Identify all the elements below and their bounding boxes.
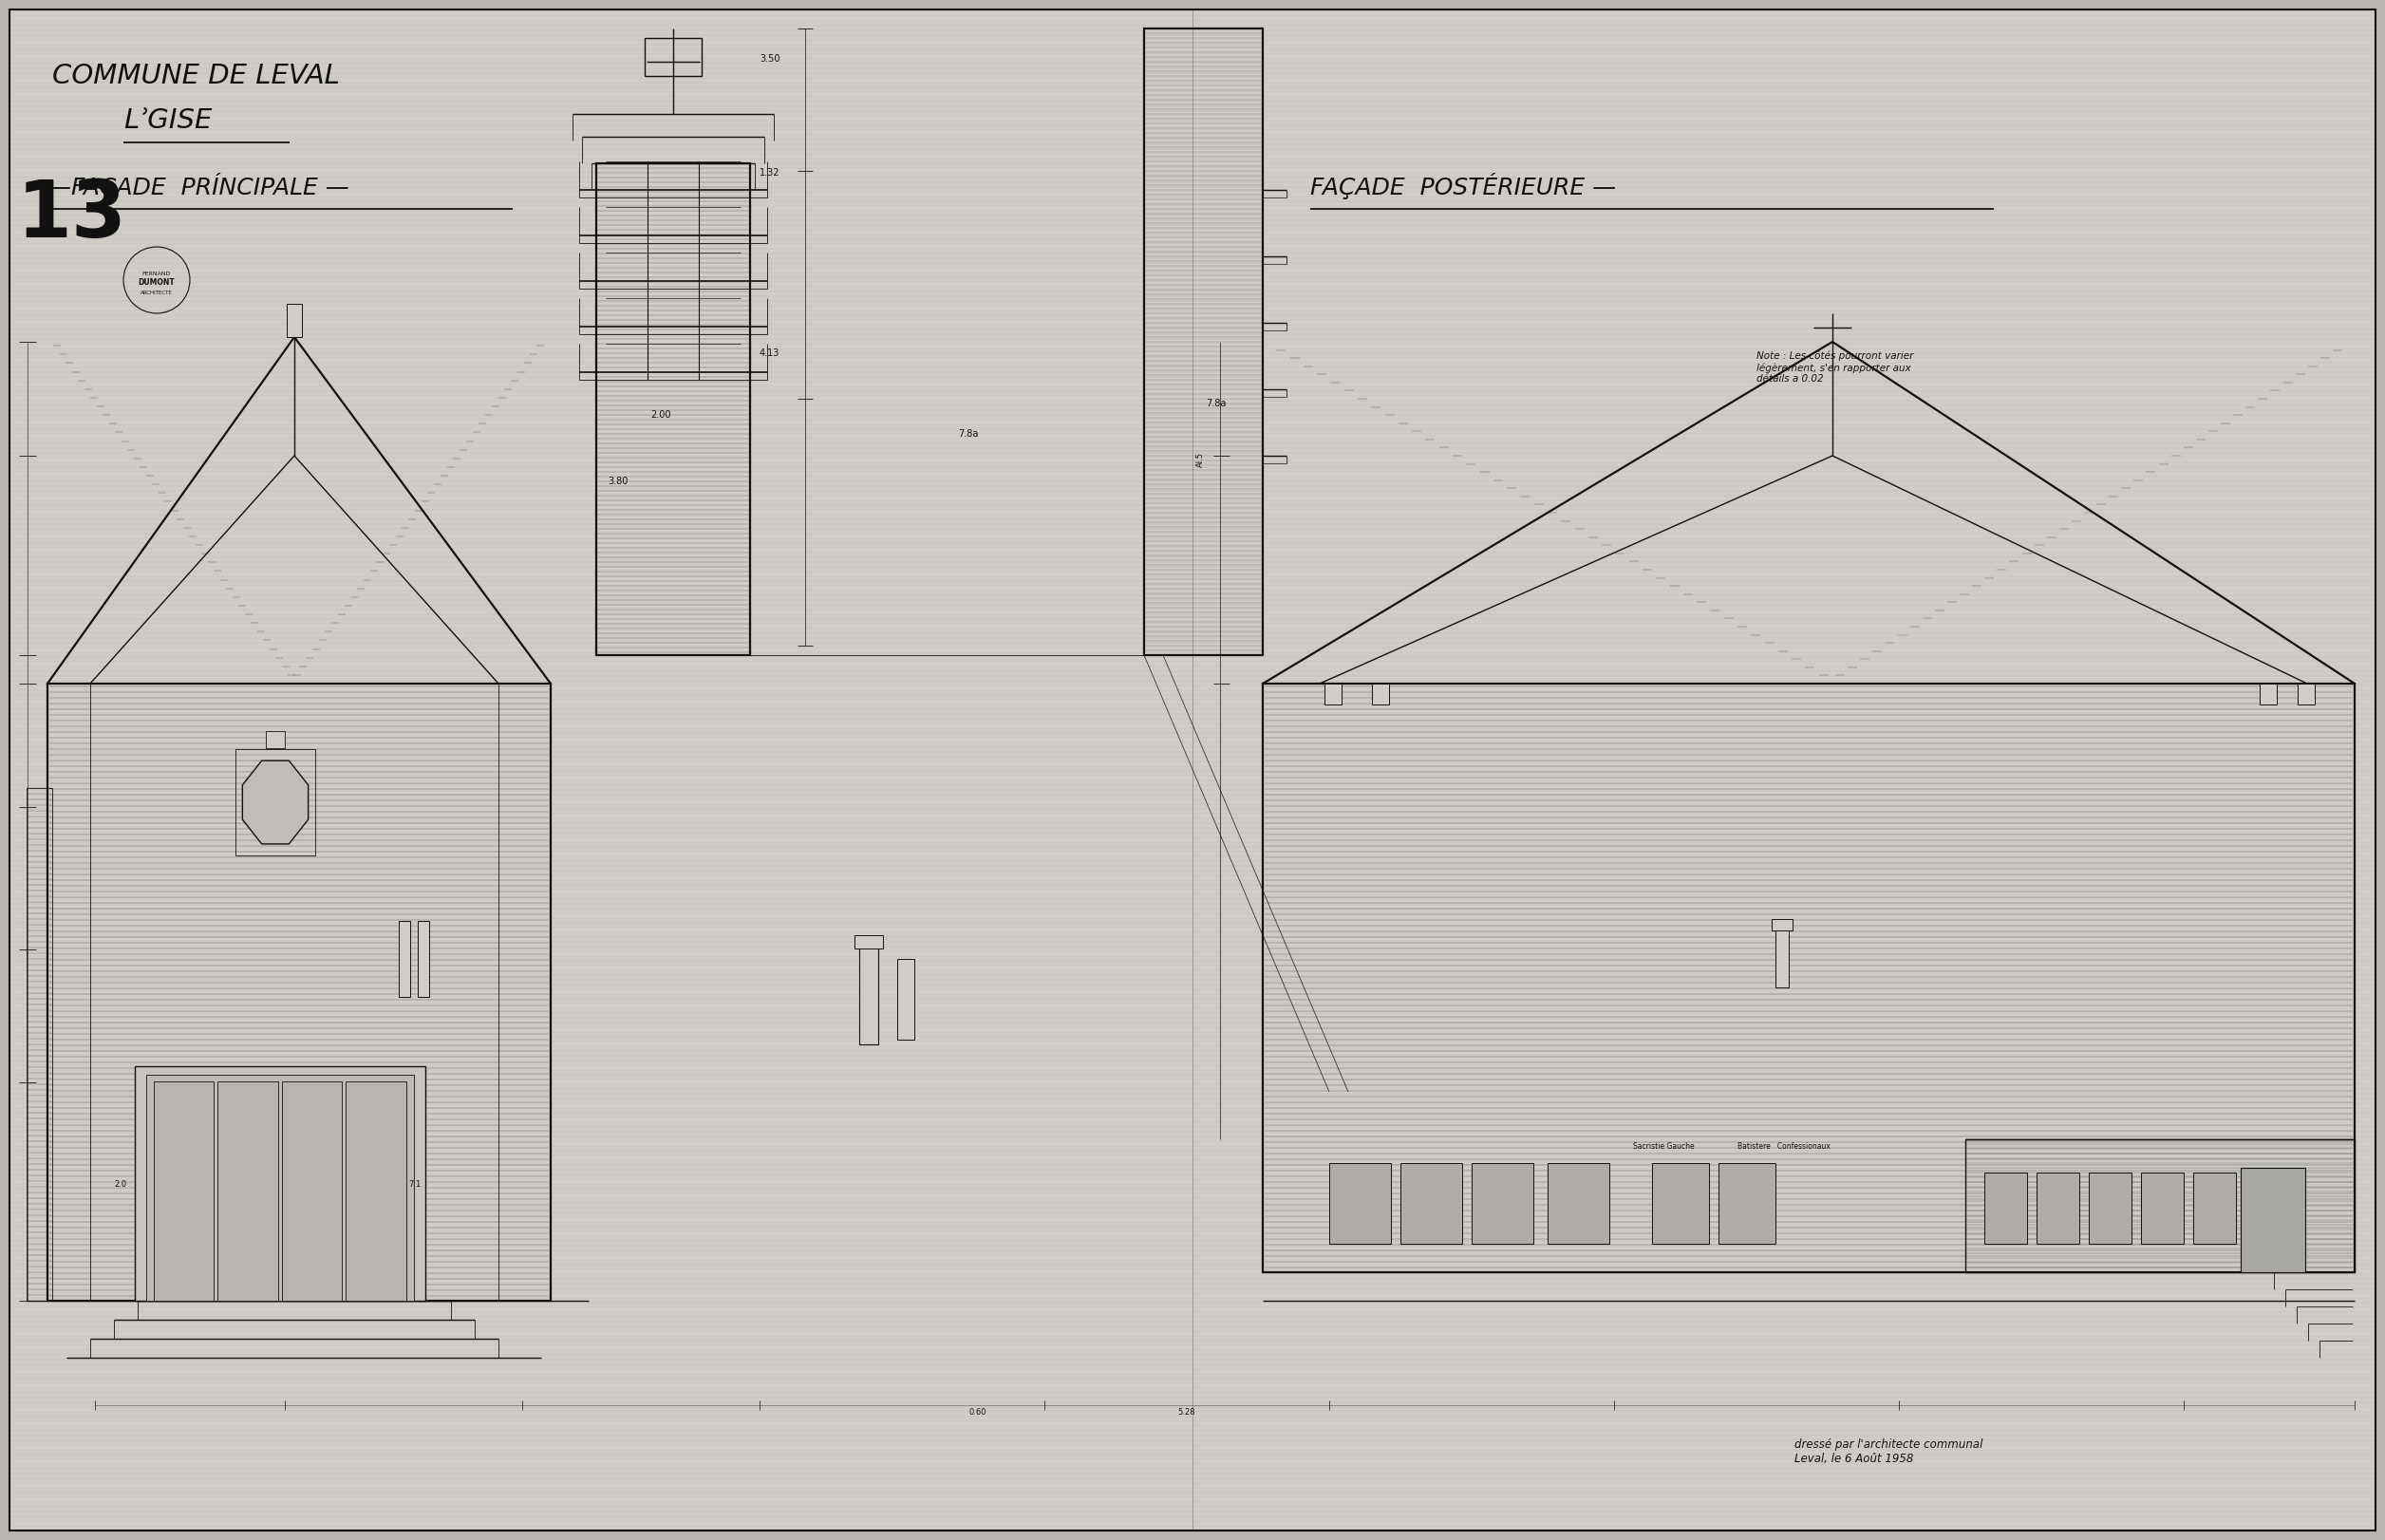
Text: —FAÇADE  PRÍNCIPALE —: —FAÇADE PRÍNCIPALE — xyxy=(48,172,348,199)
Text: FAÇADE  POSTÉRIEURE —: FAÇADE POSTÉRIEURE — xyxy=(1309,172,1617,199)
Bar xyxy=(136,1066,425,1301)
Bar xyxy=(2194,1172,2235,1244)
Bar xyxy=(1772,919,1794,930)
Text: 2.00: 2.00 xyxy=(651,410,670,420)
Polygon shape xyxy=(243,761,308,844)
Text: 4.13: 4.13 xyxy=(758,348,780,357)
Bar xyxy=(897,959,913,1040)
Text: 1.32: 1.32 xyxy=(758,168,780,177)
Bar xyxy=(2259,684,2278,704)
Bar xyxy=(153,1081,215,1301)
Bar xyxy=(346,1081,405,1301)
Text: 0.60: 0.60 xyxy=(968,1408,987,1417)
Bar xyxy=(854,935,882,949)
Bar xyxy=(644,39,701,75)
Bar xyxy=(1774,926,1789,987)
Text: 3.50: 3.50 xyxy=(758,54,780,63)
Bar xyxy=(1653,1163,1710,1244)
Bar xyxy=(1984,1172,2027,1244)
Bar xyxy=(1328,1163,1390,1244)
Bar xyxy=(1262,684,2354,1272)
Text: 5.28: 5.28 xyxy=(1178,1408,1195,1417)
Text: FERNAND: FERNAND xyxy=(143,273,172,277)
Text: 3.80: 3.80 xyxy=(608,476,627,487)
Text: Batistere   Confessionaux: Batistere Confessionaux xyxy=(1739,1143,1829,1150)
Text: DUMONT: DUMONT xyxy=(138,279,174,286)
Bar xyxy=(1965,1140,2354,1272)
Text: dressé par l'architecte communal
Leval, le 6 Août 1958: dressé par l'architecte communal Leval, … xyxy=(1794,1438,1982,1465)
Bar xyxy=(1720,1163,1774,1244)
Text: LʾGISE: LʾGISE xyxy=(124,108,212,134)
Bar xyxy=(217,1081,279,1301)
Bar xyxy=(2240,1167,2306,1272)
Bar xyxy=(417,921,429,996)
Bar xyxy=(1145,28,1262,654)
Text: 13: 13 xyxy=(17,177,126,254)
Text: COMMUNE DE LEVAL: COMMUNE DE LEVAL xyxy=(52,63,339,89)
Text: 2.0: 2.0 xyxy=(114,1180,126,1189)
Bar xyxy=(265,732,284,748)
Text: Sacristie Gauche: Sacristie Gauche xyxy=(1634,1143,1693,1150)
Text: ARCHITECTE: ARCHITECTE xyxy=(141,290,172,294)
Bar xyxy=(859,939,878,1044)
Bar xyxy=(1400,1163,1462,1244)
Bar xyxy=(26,788,52,1301)
Bar xyxy=(2142,1172,2185,1244)
Bar xyxy=(145,1075,415,1301)
Bar xyxy=(596,163,749,654)
Text: Al.5: Al.5 xyxy=(1197,451,1204,467)
Text: 7.8a: 7.8a xyxy=(959,430,978,439)
Bar xyxy=(286,303,303,337)
Bar xyxy=(1548,1163,1610,1244)
Text: 7.8a: 7.8a xyxy=(1207,399,1226,408)
Bar xyxy=(2297,684,2316,704)
Bar xyxy=(2037,1172,2080,1244)
Text: Note : Les côtés pourront varier
légèrement, s'en rapporter aux
détails a 0.02: Note : Les côtés pourront varier légèrem… xyxy=(1755,351,1913,383)
Bar xyxy=(48,684,551,1301)
Bar xyxy=(398,921,410,996)
Bar xyxy=(1371,684,1388,704)
Bar xyxy=(1472,1163,1534,1244)
Text: 7.1: 7.1 xyxy=(408,1180,420,1189)
Bar xyxy=(281,1081,343,1301)
Bar xyxy=(2089,1172,2132,1244)
Bar xyxy=(236,748,315,855)
Bar xyxy=(1324,684,1340,704)
